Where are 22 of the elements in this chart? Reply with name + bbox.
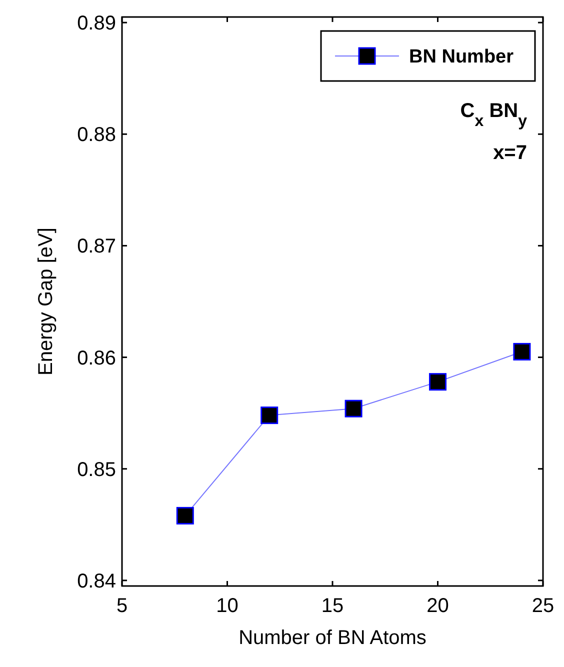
y-tick-label: 0.86	[77, 347, 116, 370]
x-tick-label: 25	[532, 595, 554, 617]
y-tick-label: 0.88	[77, 124, 116, 146]
y-axis-title: Energy Gap [eV]	[35, 228, 57, 376]
y-tick-label: 0.87	[77, 236, 116, 258]
y-tick-label: 0.85	[77, 458, 116, 481]
x-tick-label: 10	[216, 595, 238, 617]
point	[260, 406, 278, 424]
y-tick-label: 0.89	[77, 12, 116, 35]
x-tick-label: 20	[426, 595, 449, 617]
x-axis-title: Number of BN Atoms	[238, 627, 426, 649]
annotation: x=7	[493, 142, 527, 164]
point	[513, 342, 531, 360]
point	[176, 506, 194, 524]
x-tick-label: 5	[116, 595, 128, 617]
y-tick-label: 0.84	[77, 570, 116, 592]
legend-label: BN Number	[409, 46, 514, 68]
point	[344, 400, 362, 418]
point	[429, 373, 446, 391]
annotation: C$_{x}$ BN$_{y}$	[460, 100, 528, 130]
x-tick-label: 15	[321, 595, 344, 617]
legend: BN Number	[320, 30, 536, 82]
